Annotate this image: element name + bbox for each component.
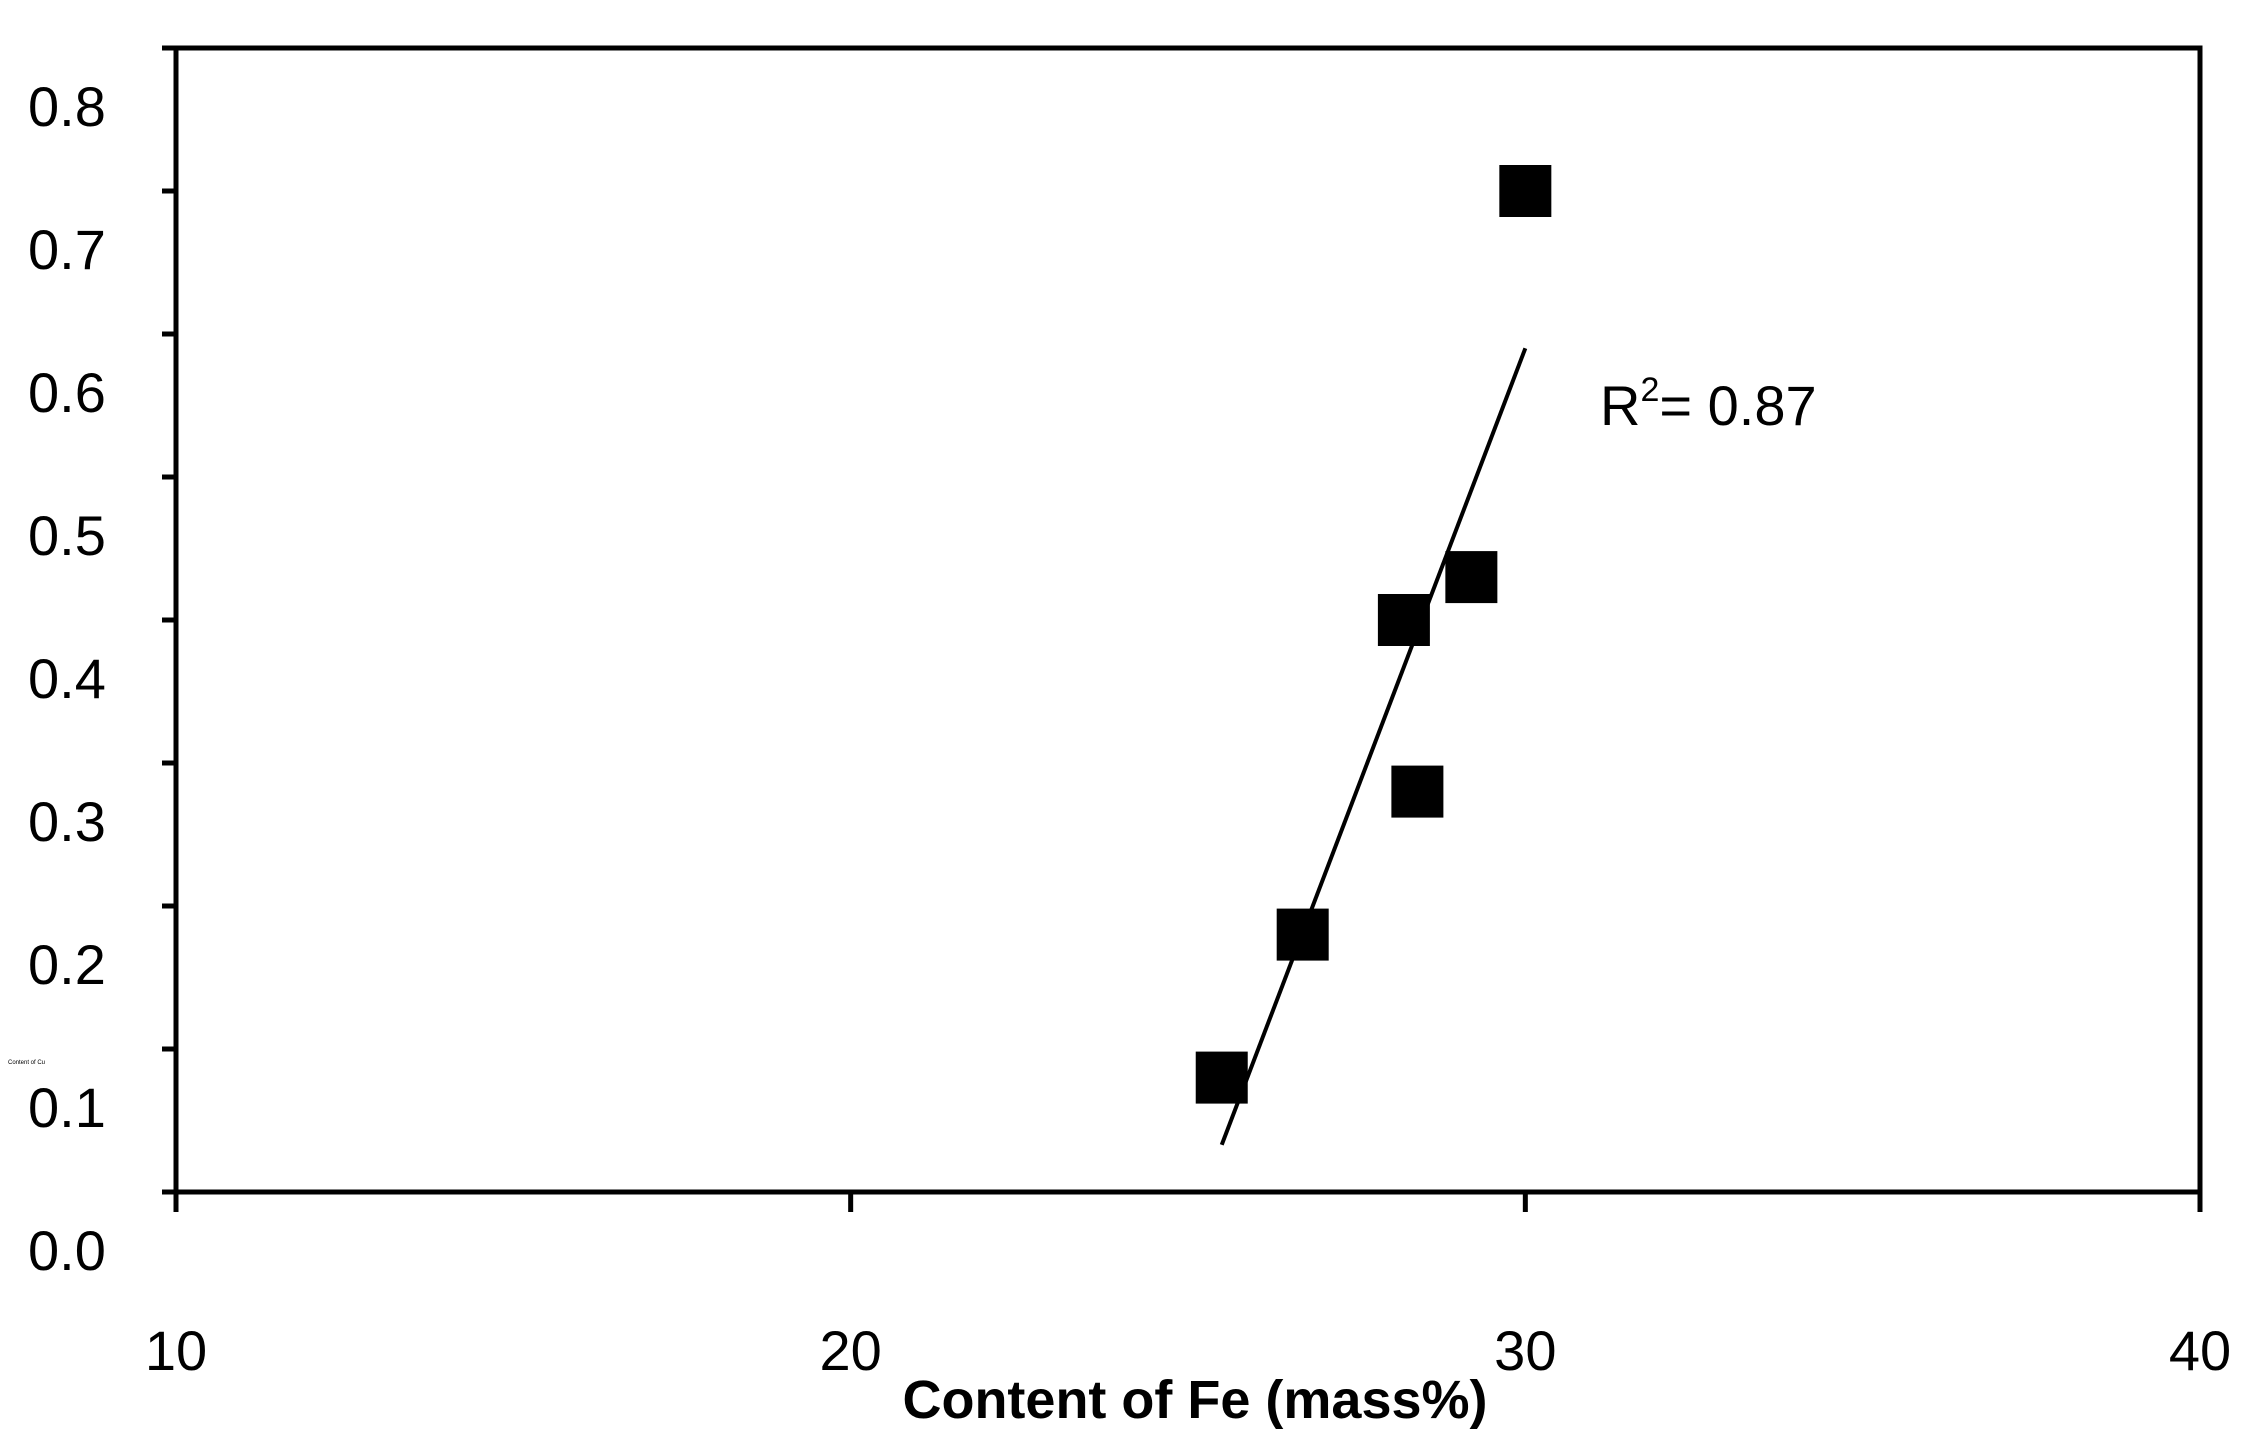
x-axis: 10 20 30 40 — [145, 1192, 2231, 1382]
trendline-layer — [1219, 347, 1528, 1146]
plot-frame — [173, 45, 2203, 1195]
x-tick-label: 40 — [2169, 1319, 2231, 1382]
trendline — [1219, 347, 1528, 1146]
y-tick-label: 0.0 — [28, 1219, 106, 1282]
y-axis: 0.0 0.1 0.2 0.3 0.4 0.5 0.6 0.7 0.8 — [28, 45, 176, 1282]
y-tick-label: 0.6 — [28, 361, 106, 424]
x-axis-title: Content of Fe (mass%) — [902, 1370, 1487, 1430]
y-axis-title: Content of Cu — [8, 1060, 45, 1066]
data-point — [1377, 594, 1430, 646]
x-tick-label: 30 — [1494, 1319, 1556, 1382]
y-tick-label: 0.4 — [28, 647, 106, 710]
data-point — [1391, 765, 1444, 818]
y-tick-label: 0.3 — [28, 790, 106, 853]
data-point — [1445, 551, 1498, 604]
r-squared-annotation: R2= 0.87 — [1600, 371, 1817, 437]
data-point — [1499, 165, 1552, 217]
x-tick-label: 10 — [145, 1319, 207, 1382]
y-tick-label: 0.8 — [28, 75, 106, 138]
data-point — [1276, 908, 1329, 961]
y-tick-label: 0.5 — [28, 504, 106, 567]
data-point — [1195, 1051, 1248, 1104]
y-tick-label: 0.1 — [28, 1076, 106, 1139]
plot-border — [173, 45, 2203, 1195]
y-tick-label: 0.2 — [28, 933, 106, 996]
x-tick-label: 20 — [820, 1319, 882, 1382]
data-points — [1195, 165, 1552, 1104]
y-tick-label: 0.7 — [28, 218, 106, 281]
